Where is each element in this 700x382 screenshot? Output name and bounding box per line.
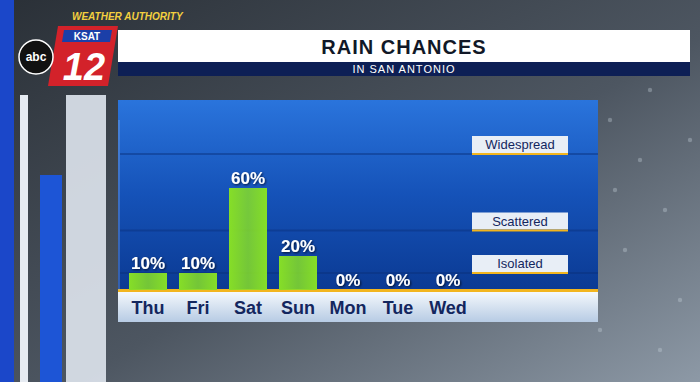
category-label: Tue — [383, 298, 414, 318]
station: KSAT — [74, 31, 100, 42]
subtitle: IN SAN ANTONIO — [352, 63, 455, 75]
category-label: Fri — [186, 298, 209, 318]
y-axis-line — [119, 120, 120, 290]
rain-drop — [688, 138, 692, 142]
network: abc — [26, 50, 47, 64]
data-label: 0% — [386, 271, 411, 290]
background — [0, 0, 700, 382]
channel: 12 — [63, 46, 105, 88]
category-label: Wed — [429, 298, 467, 318]
rain-drop — [598, 328, 602, 332]
title-box — [118, 30, 690, 62]
network-logo — [19, 40, 53, 74]
bars — [129, 188, 317, 290]
rain-drop — [648, 88, 652, 92]
stripe — [40, 175, 62, 382]
rain-drop — [663, 208, 667, 212]
bar — [279, 256, 317, 290]
category-label: Sun — [281, 298, 315, 318]
bar — [229, 188, 267, 290]
data-label: 0% — [436, 271, 461, 290]
bar — [129, 273, 167, 290]
logo-blue — [62, 30, 112, 42]
canvas: RAIN CHANCES IN SAN ANTONIO WEATHER AUTHOR… — [0, 0, 700, 382]
category-label: Sat — [234, 298, 262, 318]
data-label: 10% — [131, 254, 165, 273]
grid-line — [120, 153, 598, 155]
rain-drop — [678, 298, 682, 302]
tagline: WEATHER AUTHORITY — [72, 11, 184, 22]
bar — [179, 273, 217, 290]
category-label: Thu — [132, 298, 165, 318]
rain-drop — [613, 188, 617, 192]
data-label: 20% — [281, 237, 315, 256]
tick-label-box — [472, 213, 568, 230]
data-label: 10% — [181, 254, 215, 273]
title: RAIN CHANCES — [321, 36, 486, 58]
tick-mark — [472, 153, 568, 155]
rain-drop — [658, 348, 662, 352]
rain-drop — [638, 158, 642, 162]
tick-label: Isolated — [497, 256, 543, 271]
plot-panel — [118, 100, 598, 290]
category-label: Mon — [330, 298, 367, 318]
rain-drop — [608, 118, 612, 122]
rain-drop — [623, 248, 627, 252]
category-strip — [118, 292, 598, 322]
tick-mark — [472, 272, 568, 274]
data-label: 0% — [336, 271, 361, 290]
stripe — [66, 95, 106, 382]
stripe — [20, 95, 28, 382]
tick-label: Scattered — [492, 214, 548, 229]
subtitle-band — [118, 62, 690, 76]
tick-label-box — [472, 136, 568, 153]
tick-mark — [472, 230, 568, 232]
tick-label: Widespread — [485, 137, 554, 152]
data-label: 60% — [231, 169, 265, 188]
grid-line — [120, 230, 598, 232]
tick-label-box — [472, 255, 568, 272]
stripe — [0, 0, 14, 382]
